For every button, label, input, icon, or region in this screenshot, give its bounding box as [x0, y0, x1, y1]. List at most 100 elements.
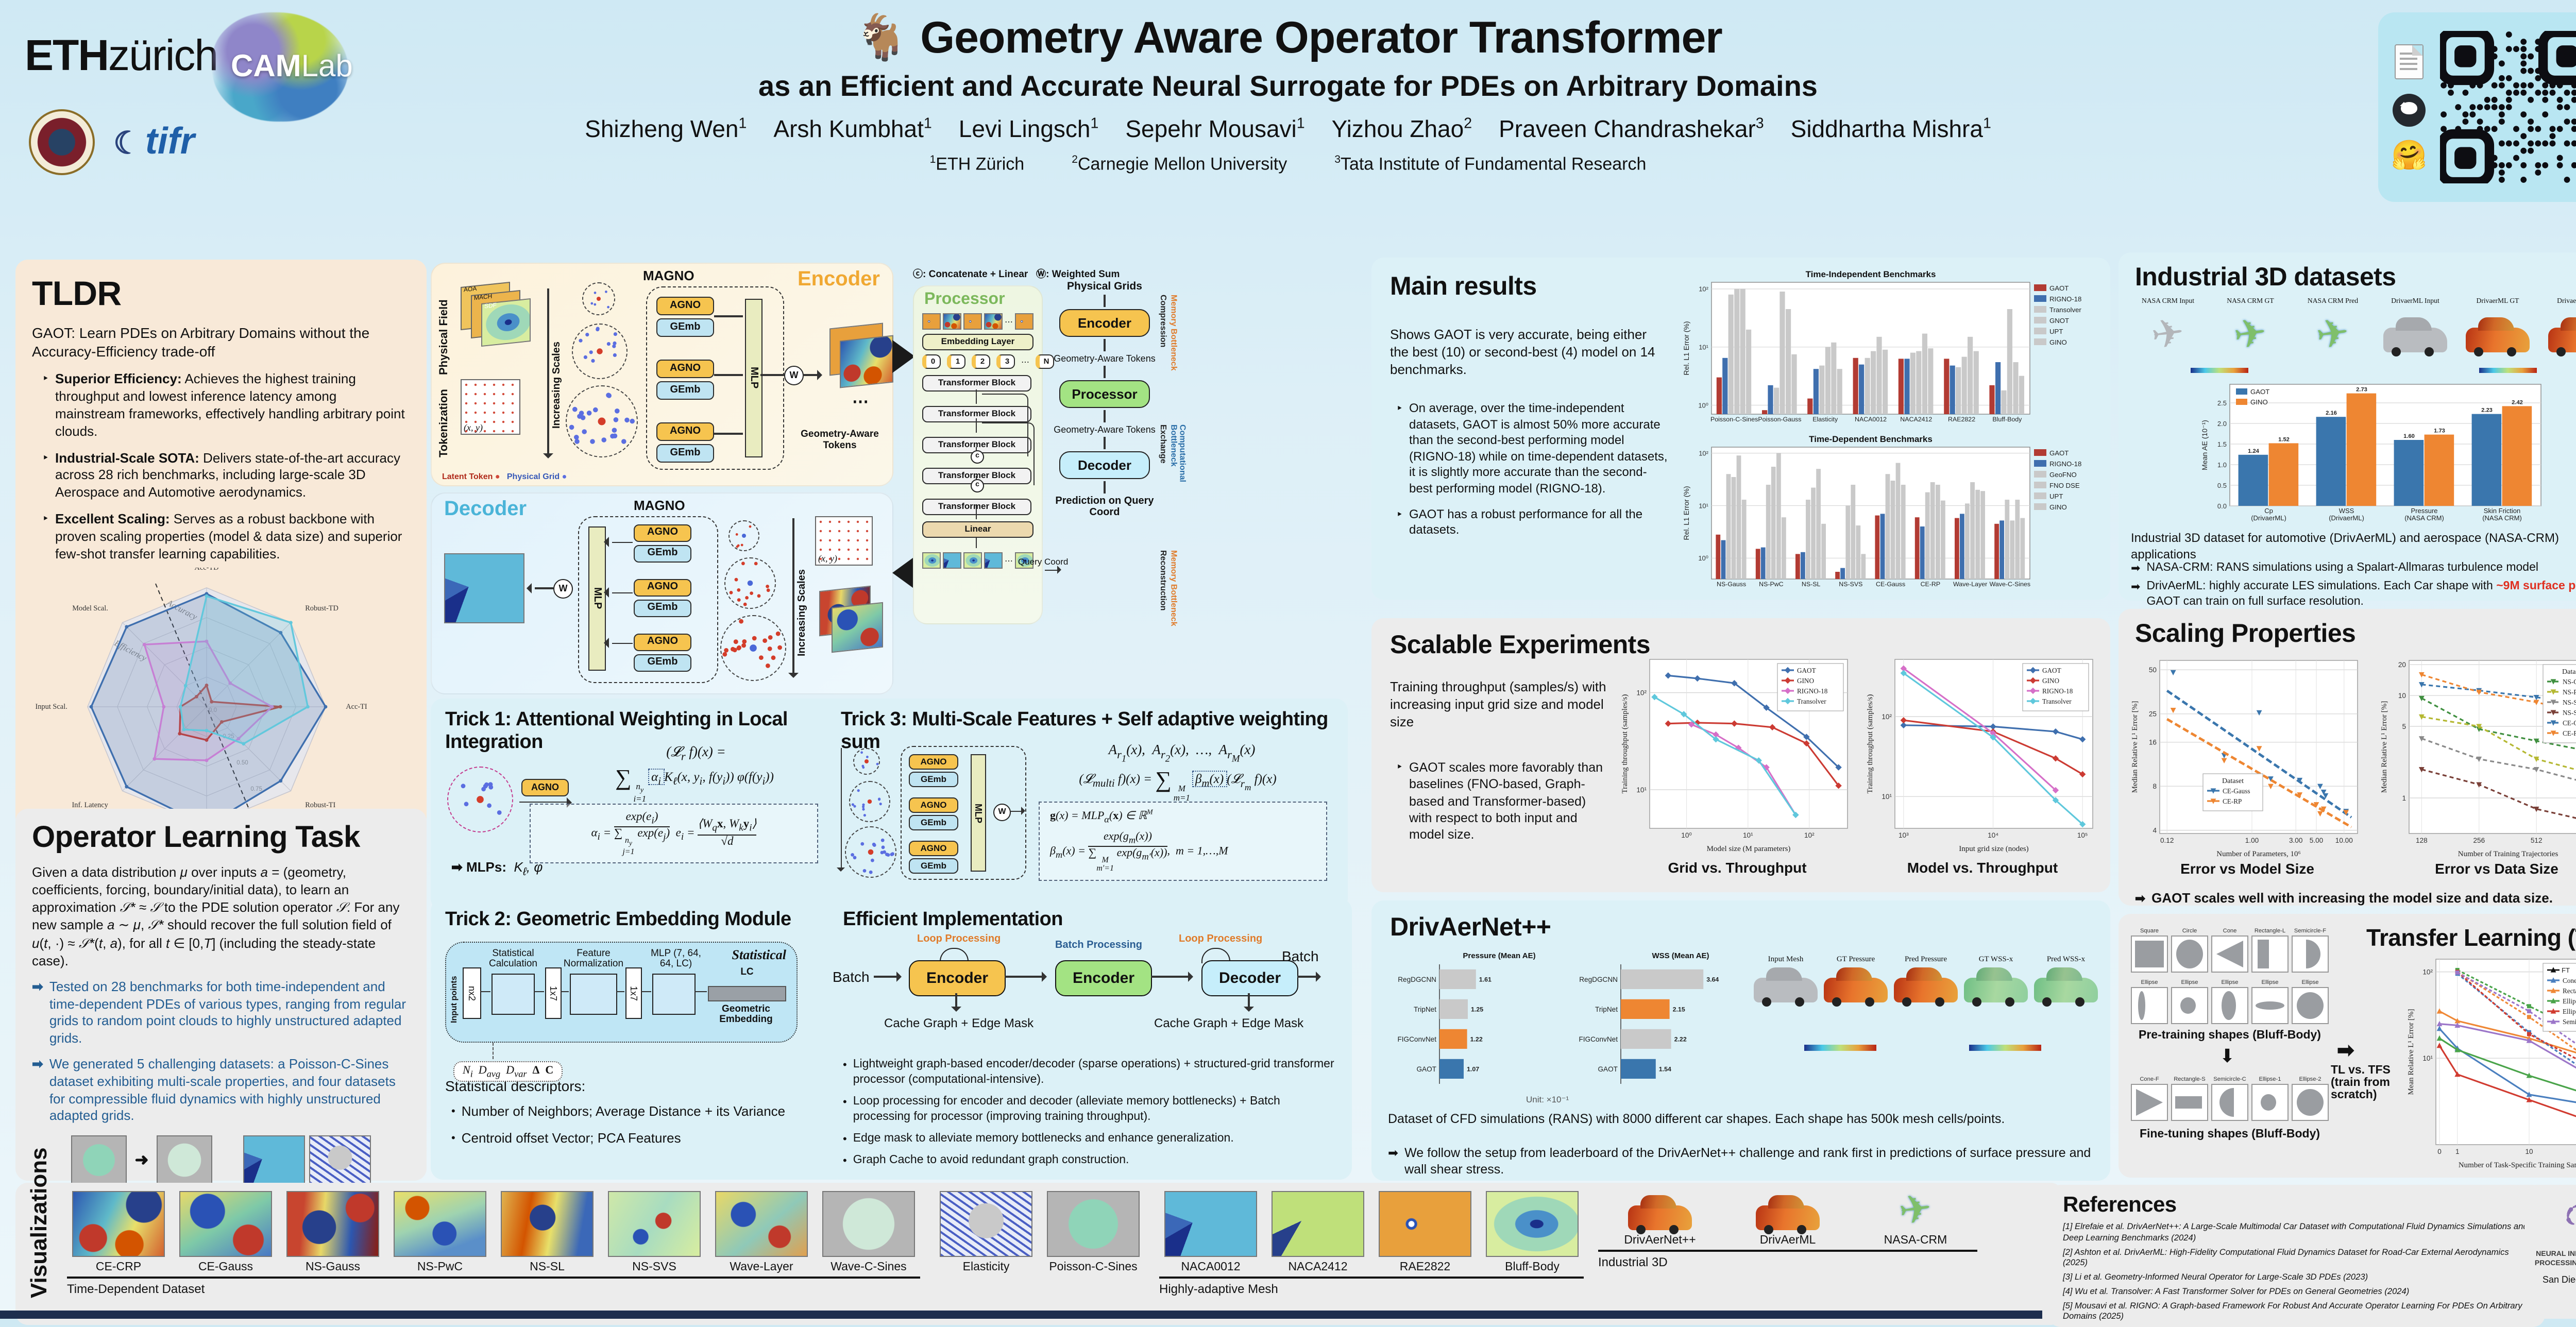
svg-text:RIGNO-18: RIGNO-18 [2049, 460, 2081, 468]
viz-item: NS-PwC [388, 1191, 492, 1273]
agno-chip: AGNO [656, 360, 714, 378]
svg-text:16: 16 [2149, 739, 2157, 746]
svg-text:0.0: 0.0 [2217, 502, 2227, 510]
industrial-figure: NASA CRM Pred ✈ [2307, 298, 2359, 359]
viz-group-industrial: DrivAerNet++ DrivAerML ✈ NASA-CRM Industria… [1598, 1186, 1977, 1269]
scale-small [853, 748, 880, 775]
shape-cell: Circle [2171, 928, 2208, 973]
shape-cell: Semicircle-C [2211, 1077, 2248, 1121]
viz-item: DrivAerNet++ [1598, 1193, 1722, 1247]
svg-text:Transolver: Transolver [1797, 697, 1826, 705]
viz-thumbnail [940, 1191, 1032, 1257]
svg-text:Rel. L1 Error (%): Rel. L1 Error (%) [1682, 321, 1690, 375]
industrial-arrow1: ➡ NASA-CRM: RANS simulations using a Spal… [2131, 562, 2538, 575]
svg-text:(NASA CRM): (NASA CRM) [2482, 514, 2522, 522]
svg-text:CE-RP: CE-RP [2223, 797, 2242, 805]
svg-text:Elasticity: Elasticity [1812, 416, 1838, 423]
embedding-bar [708, 986, 786, 1001]
svg-text:1.60: 1.60 [2403, 433, 2415, 439]
svg-text:Number of Training Trajectorie: Number of Training Trajectories [2458, 850, 2558, 858]
svg-text:Poisson-Gauss: Poisson-Gauss [1758, 416, 1801, 423]
svg-text:Acc-TD: Acc-TD [194, 568, 218, 572]
svg-text:CE-Gauss: CE-Gauss [2563, 719, 2576, 727]
processor-input-tiles: ⋯ [922, 313, 1033, 330]
reference-item: [5] Mousavi et al. RIGNO: A Graph-based … [2063, 1300, 2522, 1321]
main-results-panel: Main results Shows GAOT is very accurate… [1371, 258, 2110, 600]
agno-chip: AGNO [634, 634, 691, 651]
down-arrow-icon: ⬇ [2219, 1046, 2235, 1066]
viz-thumbnail [1756, 1193, 1820, 1234]
drivaernet-arrow: ➡ We follow the setup from leaderboard of… [1388, 1146, 2091, 1177]
radar-chart: 0.00.250.500.751.00EfficiencyAccuracyAcc… [35, 563, 367, 864]
viz-item: ✈ NASA-CRM [1884, 1186, 1947, 1247]
grid-caption: Grid vs. Throughput [1668, 859, 1807, 876]
increasing-scales-label: Increasing Scales [551, 342, 563, 429]
car-figure: Pred Pressure [1894, 954, 1958, 1007]
svg-text:10²: 10² [1804, 831, 1815, 839]
processor-output-tiles: ⋯ [922, 552, 1033, 569]
increasing-scales-label: Increasing Scales [796, 569, 808, 656]
car-figure: GT Pressure [1824, 954, 1888, 1007]
viz-thumbnail [394, 1191, 486, 1257]
shape-cell: Ellipse [2251, 980, 2289, 1024]
trick1-mlps: ➡ MLPs: Kℓ, φ [451, 859, 543, 879]
svg-text:1.5: 1.5 [2217, 440, 2227, 448]
decoder-output-image [444, 553, 524, 623]
svg-text:(DrivaerML): (DrivaerML) [2251, 514, 2286, 522]
svg-text:10¹: 10¹ [1699, 502, 1708, 509]
industrial-figure: DrivaerML GT [2459, 298, 2537, 356]
industrial-image: ✈ [2231, 311, 2270, 359]
svg-text:2.73: 2.73 [2356, 387, 2367, 393]
viz-item: NS-SVS [603, 1191, 706, 1273]
arrow-icon: ➜ [134, 1151, 149, 1169]
viz-item: NACA2412 [1266, 1191, 1369, 1273]
processor-to-decoder-arrow [892, 556, 915, 589]
geometry-token-image [840, 335, 893, 388]
main-results-title: Main results [1390, 272, 1537, 301]
viz-item: Wave-C-Sines [817, 1191, 920, 1273]
car-image [2548, 328, 2576, 356]
efficient-bullets: • Lightweight graph-based encoder/decoder… [843, 1057, 1335, 1169]
arrow-bullet: ➡ Tested on 28 benchmarks for both time-i… [32, 978, 406, 1046]
scale-large [845, 826, 896, 878]
svg-text:10¹: 10¹ [1636, 786, 1647, 794]
scale-large [566, 385, 638, 457]
svg-text:(DrivaerML): (DrivaerML) [2329, 514, 2364, 522]
svg-text:25: 25 [2149, 710, 2157, 718]
svg-text:0.12: 0.12 [2160, 837, 2174, 844]
svg-text:Rel. L1 Error (%): Rel. L1 Error (%) [1682, 486, 1690, 540]
processor-label: Processor [924, 291, 1005, 308]
shape [2292, 1084, 2329, 1121]
agno-chip: AGNO [634, 579, 691, 597]
lc-label: LC [740, 966, 754, 978]
svg-text:2.16: 2.16 [2326, 410, 2337, 416]
trick2-title: Trick 2: Geometric Embedding Module [445, 909, 791, 930]
scalable-title: Scalable Experiments [1390, 631, 1651, 659]
tifr-logo: tifr [113, 120, 195, 163]
viz-thumbnail [179, 1191, 272, 1257]
qr-code [2436, 27, 2576, 187]
svg-text:GINO: GINO [2049, 338, 2067, 346]
1x7-box: 1x7 [625, 967, 642, 1019]
efficient-panel: Efficient Implementation Loop Processing… [826, 898, 1352, 1180]
tl-vs-tfs-label: TL vs. TFS (train from scratch) [2331, 1064, 2391, 1101]
scalable-panel: Scalable Experiments Training throughput… [1371, 618, 2110, 892]
mlp-bar: MLP [588, 526, 606, 671]
agno-chip: AGNO [656, 297, 714, 315]
naca-field-image [243, 1135, 306, 1185]
svg-text:Ellipse-2: Ellipse-2 [2563, 1008, 2576, 1015]
scale-small [728, 520, 759, 551]
weighted-sum-circle: W [993, 804, 1011, 821]
svg-text:GAOT: GAOT [2250, 388, 2269, 396]
svg-text:0: 0 [2437, 1148, 2442, 1155]
scale-medium [572, 324, 628, 379]
industrial-image [2466, 315, 2530, 356]
airplane-image: ✈ [2313, 311, 2352, 359]
svg-text:10²: 10² [1636, 689, 1647, 696]
viz-thumbnail [72, 1191, 165, 1257]
shape [2211, 987, 2248, 1024]
token-legend: Latent Token ● Physical Grid ● [442, 472, 567, 481]
pressure-hbar-chart: Pressure (Mean AE) RegDGCNN 1.61 TripNet 1.2… [1397, 951, 1536, 1084]
shape [2292, 987, 2329, 1024]
